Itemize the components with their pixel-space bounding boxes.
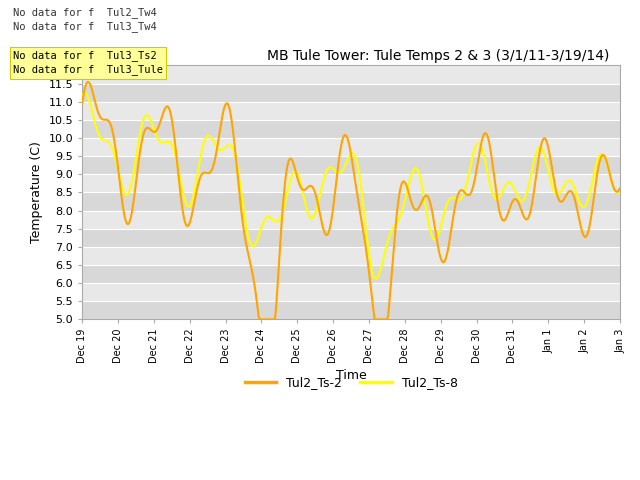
Text: No data for f  Tul3_Ts2
No data for f  Tul3_Tule: No data for f Tul3_Ts2 No data for f Tul… <box>13 50 163 75</box>
Bar <box>82 228 620 247</box>
Text: No data for f  Tul2_Tw4
No data for f  Tul3_Tw4: No data for f Tul2_Tw4 No data for f Tul… <box>13 7 157 32</box>
Bar <box>82 156 620 174</box>
X-axis label: Time: Time <box>336 369 367 382</box>
Bar <box>82 265 620 283</box>
Bar <box>82 102 620 120</box>
Bar <box>82 84 620 102</box>
Bar <box>82 120 620 138</box>
Y-axis label: Temperature (C): Temperature (C) <box>30 142 43 243</box>
Bar <box>82 192 620 211</box>
Bar <box>82 174 620 192</box>
Bar <box>82 301 620 319</box>
Bar <box>82 138 620 156</box>
Bar <box>82 211 620 228</box>
Bar <box>82 65 620 84</box>
Bar <box>82 283 620 301</box>
Bar <box>82 247 620 265</box>
Legend: Tul2_Ts-2, Tul2_Ts-8: Tul2_Ts-2, Tul2_Ts-8 <box>239 372 463 395</box>
Text: MB Tule Tower: Tule Temps 2 & 3 (3/1/11-3/19/14): MB Tule Tower: Tule Temps 2 & 3 (3/1/11-… <box>267 49 609 63</box>
